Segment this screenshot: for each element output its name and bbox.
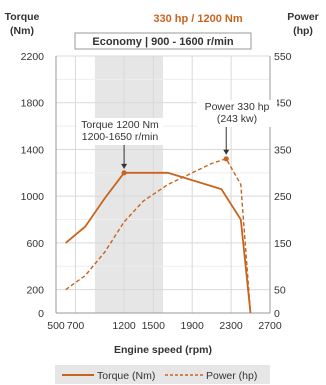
legend-label-power: Power (hp) xyxy=(206,370,257,382)
annotation-text: Power 330 hp xyxy=(205,101,270,113)
x-tick-label: 1200 xyxy=(112,320,136,332)
economy-band-label: Economy | 900 - 1600 r/min xyxy=(92,36,234,48)
y-left-tick-label: 600 xyxy=(26,238,44,250)
y-right-tick-label: 0 xyxy=(274,308,280,320)
y-right-tick-label: 50 xyxy=(274,285,286,297)
left-axis-title-line2: (Nm) xyxy=(10,25,34,37)
x-tick-label: 500 xyxy=(47,320,65,332)
y-left-tick-label: 1800 xyxy=(21,98,45,110)
annotation-box xyxy=(197,100,277,127)
annotation-text: 1200-1650 r/min xyxy=(82,131,159,143)
y-right-tick-label: 150 xyxy=(274,238,292,250)
y-left-tick-label: 1000 xyxy=(21,191,45,203)
torque-series-line xyxy=(65,171,252,314)
economy-band-layer: Economy | 900 - 1600 r/min xyxy=(74,32,252,313)
power-series-line xyxy=(65,157,252,314)
economy-band xyxy=(94,56,163,313)
annotation-marker xyxy=(223,156,229,162)
x-tick-label: 1900 xyxy=(181,320,205,332)
y-right-tick-label: 450 xyxy=(274,98,292,110)
y-left-tick-label: 0 xyxy=(38,308,44,320)
annotation-text: (243 kw) xyxy=(217,113,257,125)
x-tick-label: 1500 xyxy=(142,320,166,332)
x-tick-label: 2700 xyxy=(258,320,282,332)
x-tick-label: 2300 xyxy=(219,320,243,332)
legend-background xyxy=(55,365,270,384)
annotation-arrowhead xyxy=(223,149,230,155)
left-axis-title-line1: Torque xyxy=(5,11,40,23)
annotation-marker xyxy=(121,170,127,176)
y-right-tick-label: 250 xyxy=(274,191,292,203)
legend: Torque (Nm) Power (hp) xyxy=(55,365,270,384)
y-right-tick-label: 550 xyxy=(274,51,292,63)
y-left-tick-label: 200 xyxy=(26,285,44,297)
legend-label-torque: Torque (Nm) xyxy=(97,370,155,382)
y-left-tick-label: 1400 xyxy=(21,144,45,156)
annotation-box xyxy=(77,118,163,145)
chart-title: 330 hp / 1200 Nm xyxy=(153,13,242,25)
y-right-tick-label: 350 xyxy=(274,144,292,156)
axes: 0 200 600 1000 1400 1800 2200 0 50 150 250 350 450 55… xyxy=(21,51,292,332)
right-axis-title-line2: (hp) xyxy=(293,25,313,37)
x-tick-label: 700 xyxy=(67,320,85,332)
annotation-arrowhead xyxy=(121,163,128,169)
right-axis-title-line1: Power xyxy=(287,11,319,23)
x-axis-title: Engine speed (rpm) xyxy=(114,344,212,356)
y-left-tick-label: 2200 xyxy=(21,51,45,63)
series-lines xyxy=(65,157,252,314)
annotation-text: Torque 1200 Nm xyxy=(81,119,159,131)
economy-band-label-box xyxy=(74,32,252,50)
